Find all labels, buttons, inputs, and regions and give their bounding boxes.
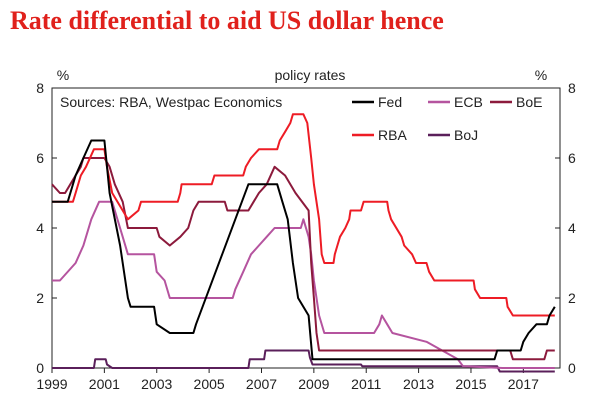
x-tick-label: 2017 [508, 376, 539, 392]
x-tick-label: 2001 [89, 376, 120, 392]
x-tick-label: 2009 [298, 376, 329, 392]
source-note: Sources: RBA, Westpac Economics [60, 94, 282, 110]
x-tick-label: 2003 [141, 376, 172, 392]
x-tick-label: 1999 [36, 376, 67, 392]
y-tick-left-label: 4 [36, 220, 44, 236]
y-tick-left-label: 2 [36, 290, 44, 306]
x-tick-label: 2011 [351, 376, 381, 392]
headline: Rate differential to aid US dollar hence [10, 6, 444, 35]
x-tick-label: 2013 [403, 376, 434, 392]
legend-label-boe: BoE [516, 94, 542, 110]
legend-label-boj: BoJ [454, 127, 478, 143]
x-tick-label: 2015 [455, 376, 486, 392]
series-line-rba [52, 113, 555, 317]
y-tick-right-label: 0 [568, 360, 576, 376]
chart-title: policy rates [275, 67, 346, 83]
legend-label-ecb: ECB [454, 94, 483, 110]
y-tick-left-label: 6 [36, 150, 44, 166]
y-unit-left: % [57, 67, 69, 83]
legend-label-fed: Fed [378, 94, 402, 110]
x-tick-label: 2005 [194, 376, 225, 392]
y-tick-right-label: 8 [568, 80, 576, 96]
y-unit-right: % [535, 67, 547, 83]
y-tick-left-label: 0 [36, 360, 44, 376]
y-tick-right-label: 6 [568, 150, 576, 166]
y-tick-right-label: 4 [568, 220, 576, 236]
y-tick-left-label: 8 [36, 80, 44, 96]
series-line-boe [51, 157, 555, 361]
y-tick-right-label: 2 [568, 290, 576, 306]
series-line-boj [52, 349, 555, 373]
legend-label-rba: RBA [378, 127, 407, 143]
series-line-ecb [52, 200, 555, 369]
series-line-fed [52, 139, 556, 361]
x-tick-label: 2007 [246, 376, 277, 392]
